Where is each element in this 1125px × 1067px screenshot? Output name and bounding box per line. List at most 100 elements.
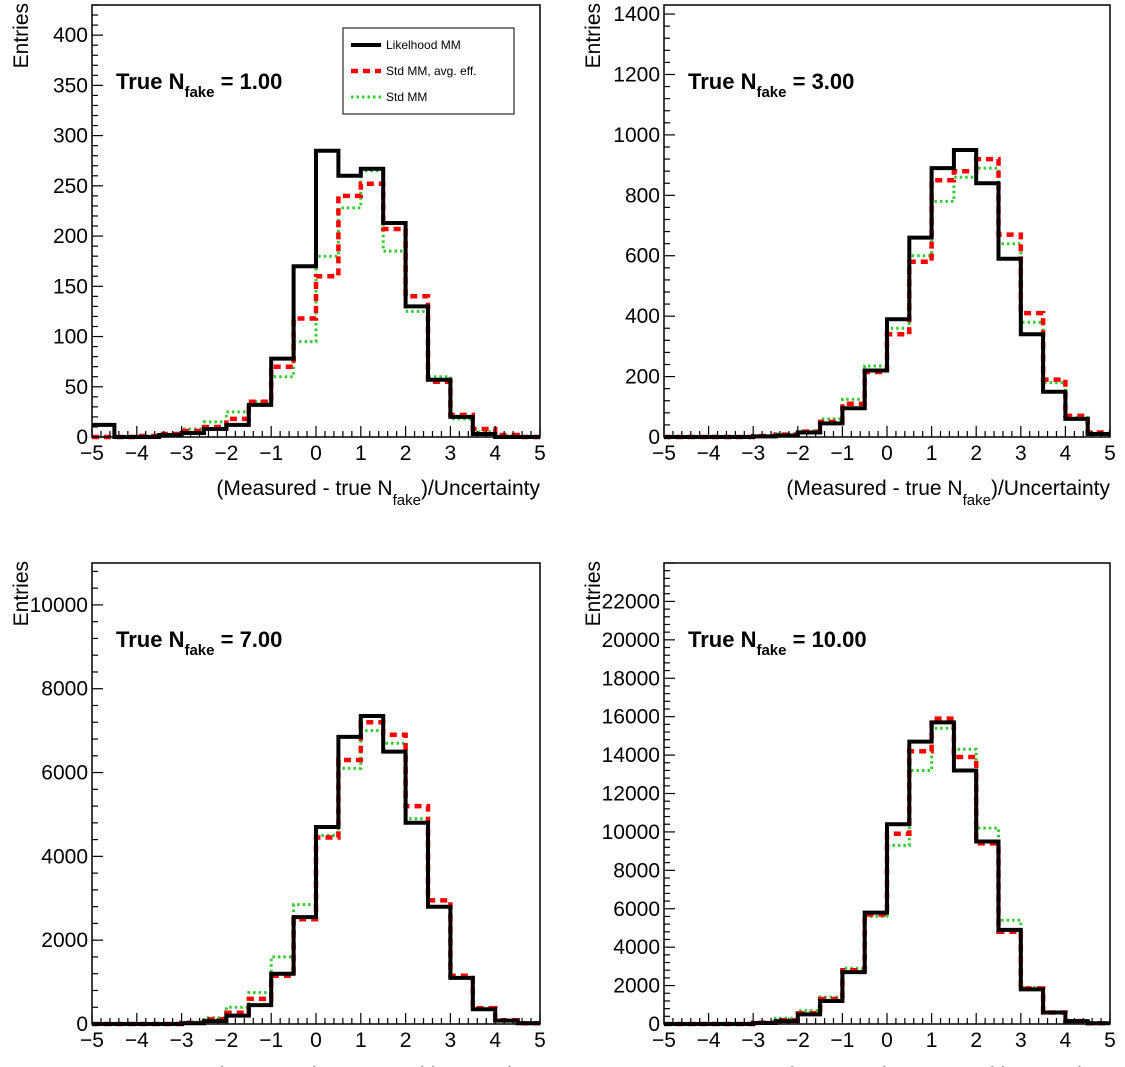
x-tick-label: −3 — [741, 442, 765, 465]
y-axis-label: Entries — [10, 3, 33, 68]
y-tick-label: 250 — [53, 175, 88, 198]
chart-panel-3: −5 −4 −3 −2 −1 0 1 2 3 4 5 0 2000 4000 6000 8000 10000En… — [10, 561, 546, 1067]
x-tick-label: 1 — [926, 442, 938, 465]
y-tick-label: 0 — [648, 426, 660, 449]
x-tick-label: −5 — [652, 442, 676, 465]
annotation-true-nfake: True Nfake = 7.00 — [116, 627, 282, 659]
y-axis-label: Entries — [582, 3, 605, 68]
annotation-true-nfake: True Nfake = 3.00 — [688, 69, 854, 101]
legend-label: Likelhood MM — [386, 38, 461, 52]
x-tick-label: 0 — [881, 442, 893, 465]
x-axis-label: (Measured - true Nfake)/Uncertainty — [786, 477, 1110, 509]
x-tick-label: −2 — [214, 442, 238, 465]
x-tick-label: −2 — [786, 442, 810, 465]
y-tick-label: 100 — [53, 326, 88, 349]
x-tick-label: 1 — [355, 442, 367, 465]
y-tick-label: 10000 — [602, 821, 660, 844]
x-tick-label: 4 — [489, 442, 501, 465]
x-tick-label: −2 — [214, 1029, 238, 1052]
y-tick-label: 200 — [53, 225, 88, 248]
y-tick-label: 350 — [53, 74, 88, 97]
y-axis-label: Entries — [582, 561, 605, 626]
y-tick-label: 1000 — [613, 124, 660, 147]
x-tick-label: −4 — [697, 1029, 721, 1052]
x-tick-label: 5 — [1104, 442, 1116, 465]
x-tick-label: 5 — [534, 442, 546, 465]
y-tick-label: 4000 — [613, 936, 660, 959]
y-tick-label: 6000 — [613, 898, 660, 921]
chart-panel-2: −5 −4 −3 −2 −1 0 1 2 3 4 5 0 200 400 600 800 1000 1200 140… — [582, 3, 1116, 509]
series-line-std-mm — [664, 166, 1110, 439]
x-axis-label: (Measured - true Nfake)/Uncertainty — [216, 477, 540, 509]
x-tick-label: −2 — [786, 1029, 810, 1052]
x-tick-label: 5 — [1104, 1029, 1116, 1052]
legend: Likelhood MM Std MM, avg. eff. Std MM — [342, 27, 515, 115]
y-tick-label: 300 — [53, 125, 88, 148]
y-tick-label: 400 — [625, 305, 660, 328]
x-tick-label: 0 — [881, 1029, 893, 1052]
x-tick-label: 4 — [1060, 1029, 1072, 1052]
y-tick-label: 22000 — [602, 590, 660, 613]
series-line-likelhood-mm — [664, 720, 1110, 1026]
series-line-std-mm-avg-eff — [664, 156, 1110, 440]
x-tick-label: −1 — [830, 1029, 854, 1052]
x-tick-label: −5 — [80, 1029, 104, 1052]
y-tick-label: 200 — [625, 366, 660, 389]
y-tick-label: 50 — [65, 376, 88, 399]
series-line-likelhood-mm — [92, 148, 540, 439]
x-tick-label: −3 — [170, 1029, 194, 1052]
series-line-likelhood-mm — [664, 148, 1110, 439]
x-tick-label: 1 — [926, 1029, 938, 1052]
y-tick-label: 2000 — [41, 929, 88, 952]
chart-panel-1: −5 −4 −3 −2 −1 0 1 2 3 4 5050100150200250300350400… — [10, 3, 546, 509]
y-tick-label: 0 — [76, 426, 88, 449]
x-tick-label: 3 — [1015, 442, 1027, 465]
y-tick-label: 800 — [625, 184, 660, 207]
legend-label: Std MM — [386, 90, 427, 104]
x-tick-label: 4 — [1060, 442, 1072, 465]
y-tick-label: 12000 — [602, 783, 660, 806]
y-tick-label: 0 — [76, 1013, 88, 1036]
x-axis-label: (Measured - true Nfake)/Uncertainty — [786, 1064, 1110, 1067]
x-tick-label: −5 — [80, 442, 104, 465]
x-tick-label: 2 — [970, 1029, 982, 1052]
y-tick-label: 1400 — [613, 3, 660, 26]
chart-panel-4: −5 −4 −3 −2 −1 0 1 2 3 4 5 0 2000 4000 6000 8000 10000 12… — [582, 561, 1116, 1067]
x-tick-label: −4 — [125, 1029, 149, 1052]
y-tick-label: 8000 — [41, 678, 88, 701]
series-line-std-mm — [664, 726, 1110, 1026]
x-tick-label: 5 — [534, 1029, 546, 1052]
y-tick-label: 18000 — [602, 667, 660, 690]
y-axis-label: Entries — [10, 561, 33, 626]
x-tick-label: −1 — [830, 442, 854, 465]
x-tick-label: −5 — [652, 1029, 676, 1052]
y-tick-label: 16000 — [602, 706, 660, 729]
y-tick-label: 150 — [53, 275, 88, 298]
y-tick-label: 6000 — [41, 762, 88, 785]
x-tick-label: −1 — [259, 1029, 283, 1052]
series-line-likelhood-mm — [92, 714, 540, 1026]
x-tick-label: 2 — [400, 1029, 412, 1052]
y-tick-label: 4000 — [41, 845, 88, 868]
annotation-true-nfake: True Nfake = 1.00 — [116, 69, 282, 101]
x-tick-label: 2 — [970, 442, 982, 465]
x-tick-label: −3 — [741, 1029, 765, 1052]
x-tick-label: −4 — [125, 442, 149, 465]
x-tick-label: 4 — [489, 1029, 501, 1052]
x-tick-label: 3 — [1015, 1029, 1027, 1052]
annotation-true-nfake: True Nfake = 10.00 — [688, 627, 867, 659]
x-tick-label: 0 — [310, 442, 322, 465]
y-tick-label: 600 — [625, 245, 660, 268]
x-tick-label: 0 — [310, 1029, 322, 1052]
x-tick-label: 3 — [445, 442, 457, 465]
legend-box — [342, 27, 515, 115]
legend-label: Std MM, avg. eff. — [386, 64, 476, 78]
y-tick-label: 10000 — [30, 594, 88, 617]
y-tick-label: 1200 — [613, 63, 660, 86]
x-tick-label: −4 — [697, 442, 721, 465]
y-tick-label: 14000 — [602, 744, 660, 767]
x-tick-label: −3 — [170, 442, 194, 465]
y-tick-label: 400 — [53, 24, 88, 47]
y-tick-label: 20000 — [602, 629, 660, 652]
